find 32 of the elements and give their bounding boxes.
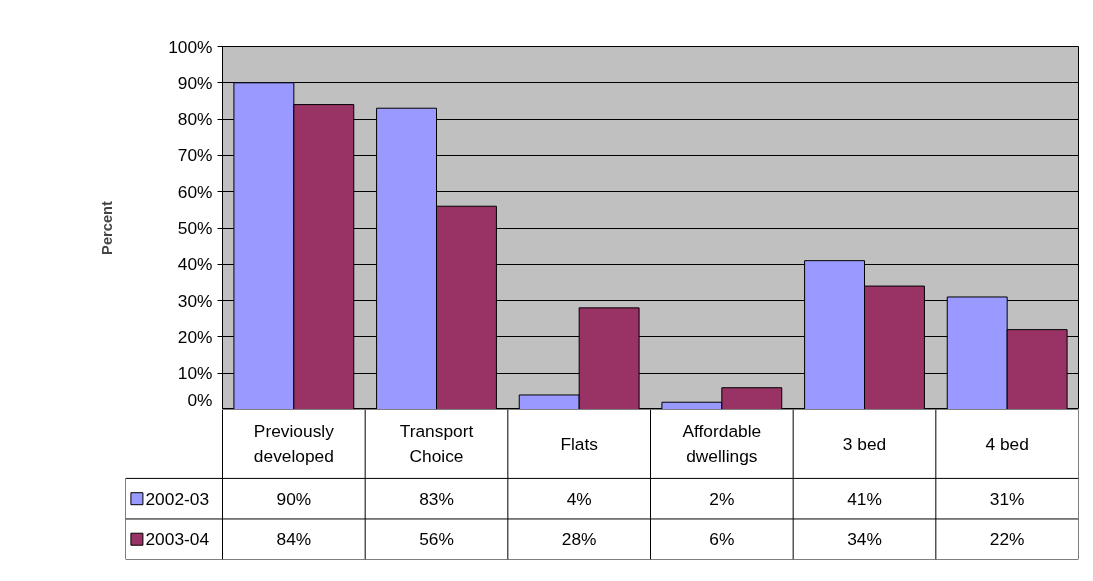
data-label: 31%	[989, 488, 1025, 509]
data-label: 2%	[709, 488, 735, 509]
data-label: 56%	[419, 529, 454, 550]
x-tick-label: Previously developed	[253, 421, 335, 467]
y-tick-label: 0%	[187, 389, 213, 410]
x-tick-label: 4 bed	[985, 433, 1029, 454]
data-label: 22%	[989, 529, 1025, 550]
y-tick-label: 60%	[177, 181, 213, 202]
y-tick-label: 40%	[177, 254, 213, 275]
data-label: 6%	[709, 529, 735, 550]
data-label: 4%	[566, 488, 592, 509]
y-tick-label: 30%	[177, 290, 213, 311]
y-tick-label: 80%	[177, 109, 213, 130]
data-label: 34%	[847, 529, 882, 550]
y-axis-title: Percent	[99, 201, 116, 255]
x-tick-label: Transport Choice	[399, 421, 474, 467]
data-label: 84%	[276, 529, 312, 550]
legend-label: 2002-03	[145, 488, 210, 509]
legend-label: 2003-04	[145, 529, 210, 550]
x-tick-label: Flats	[560, 433, 599, 454]
x-tick-label: Affordable dwellings	[682, 421, 762, 467]
y-tick-label: 20%	[177, 326, 213, 347]
y-tick-label: 10%	[177, 363, 213, 384]
y-tick-label: 90%	[177, 72, 213, 93]
data-label: 41%	[847, 488, 882, 509]
data-label: 90%	[276, 488, 312, 509]
y-tick-label: 70%	[177, 145, 213, 166]
data-label: 28%	[561, 529, 597, 550]
x-tick-label: 3 bed	[842, 433, 887, 454]
y-tick-label: 50%	[177, 218, 213, 238]
data-label: 83%	[419, 488, 454, 509]
y-tick-label: 100%	[168, 36, 213, 57]
